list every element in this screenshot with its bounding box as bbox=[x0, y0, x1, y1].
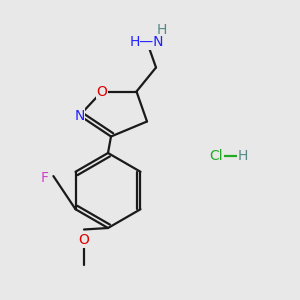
Text: H: H bbox=[238, 149, 248, 163]
Text: H: H bbox=[157, 23, 167, 37]
Text: Cl: Cl bbox=[209, 149, 223, 163]
Text: F: F bbox=[40, 171, 48, 184]
Text: O: O bbox=[79, 233, 89, 247]
Text: H—N: H—N bbox=[130, 35, 164, 49]
Text: O: O bbox=[97, 85, 107, 98]
Text: N: N bbox=[74, 109, 85, 122]
